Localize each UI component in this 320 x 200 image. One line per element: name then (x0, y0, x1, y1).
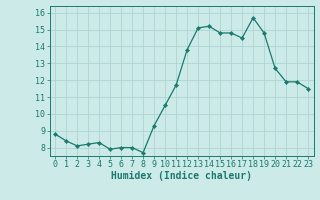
X-axis label: Humidex (Indice chaleur): Humidex (Indice chaleur) (111, 171, 252, 181)
